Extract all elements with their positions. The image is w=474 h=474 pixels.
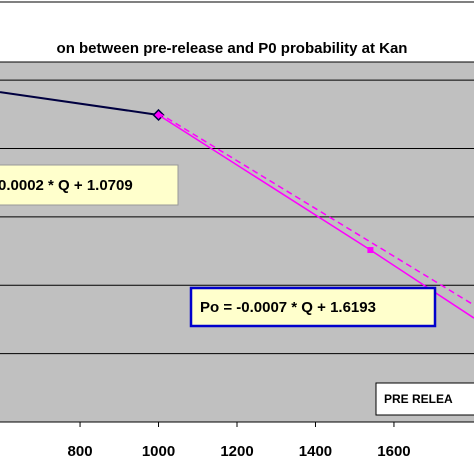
lines (0, 91, 474, 319)
x-axis: 800 1000 1200 1400 1600 (0, 421, 474, 460)
series-line (158, 112, 474, 306)
annotation: 0.0002 * Q + 1.0709 (0, 177, 133, 194)
annotation: Po = -0.0007 * Q + 1.6193 (200, 299, 376, 316)
title-box (0, 1, 474, 63)
annotation-box (0, 164, 179, 206)
legend-box (375, 382, 474, 416)
x-tick-label: 1400 (299, 443, 332, 460)
x-tick-label: 1000 (142, 443, 175, 460)
plot-area (0, 62, 474, 422)
x-tick-label: 800 (68, 443, 93, 460)
marker (367, 247, 374, 254)
grid (0, 79, 474, 423)
x-tick-label: 1200 (220, 443, 253, 460)
annotation-box (189, 286, 437, 328)
series-line (0, 91, 159, 116)
legend-text: PRE RELEA (384, 392, 453, 406)
chart-title: on between pre-release and P0 probabilit… (57, 40, 408, 57)
x-tick-label: 1600 (377, 443, 410, 460)
